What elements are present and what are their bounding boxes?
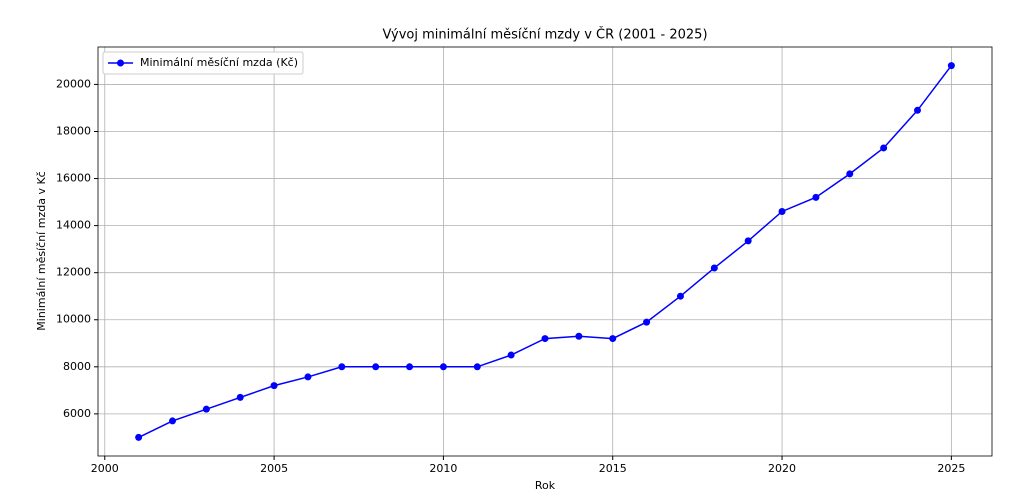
x-tick-label: 2020 (768, 462, 796, 475)
point (947, 62, 955, 70)
point (304, 373, 312, 381)
x-axis-label: Rok (535, 479, 556, 492)
point (710, 264, 718, 272)
point (914, 106, 921, 114)
x-tick-label: 2000 (91, 462, 119, 475)
point (541, 335, 549, 343)
x-tick-label: 2015 (599, 462, 627, 475)
y-tick-label: 14000 (56, 219, 91, 232)
x-tick-label: 2010 (429, 462, 457, 475)
point (439, 363, 447, 371)
point (169, 417, 176, 425)
point (846, 170, 854, 178)
point (575, 332, 583, 340)
point (676, 292, 684, 300)
legend-marker (117, 59, 124, 67)
y-tick-label: 6000 (63, 407, 91, 420)
y-tick-label: 10000 (56, 313, 91, 326)
point (812, 193, 820, 201)
y-tick-label: 18000 (56, 124, 91, 137)
point (744, 237, 752, 245)
point (135, 433, 143, 441)
chart-title: Vývoj minimální měsíční mzdy v ČR (2001 … (382, 27, 707, 43)
y-tick-label: 8000 (63, 360, 91, 373)
point (778, 207, 786, 215)
y-tick-label: 12000 (56, 266, 91, 279)
point (643, 318, 651, 326)
point (880, 144, 888, 152)
point (270, 382, 278, 390)
legend-box (102, 51, 304, 75)
line (138, 65, 952, 439)
point (236, 393, 244, 401)
point (473, 363, 481, 371)
point (372, 363, 380, 371)
point (507, 351, 515, 359)
plot-frame (97, 46, 993, 457)
y-tick-label: 16000 (56, 172, 91, 185)
legend-label: Minimální měsíční mzda (Kč) (140, 56, 298, 69)
y-tick-label: 20000 (56, 77, 91, 90)
x-tick-label: 2025 (937, 462, 965, 475)
point (202, 405, 210, 413)
point (406, 363, 414, 371)
point (338, 363, 346, 371)
x-tick-label: 2005 (260, 462, 288, 475)
point (609, 335, 617, 343)
y-axis-label: Minimální měsíční mzda v Kč (35, 171, 48, 330)
